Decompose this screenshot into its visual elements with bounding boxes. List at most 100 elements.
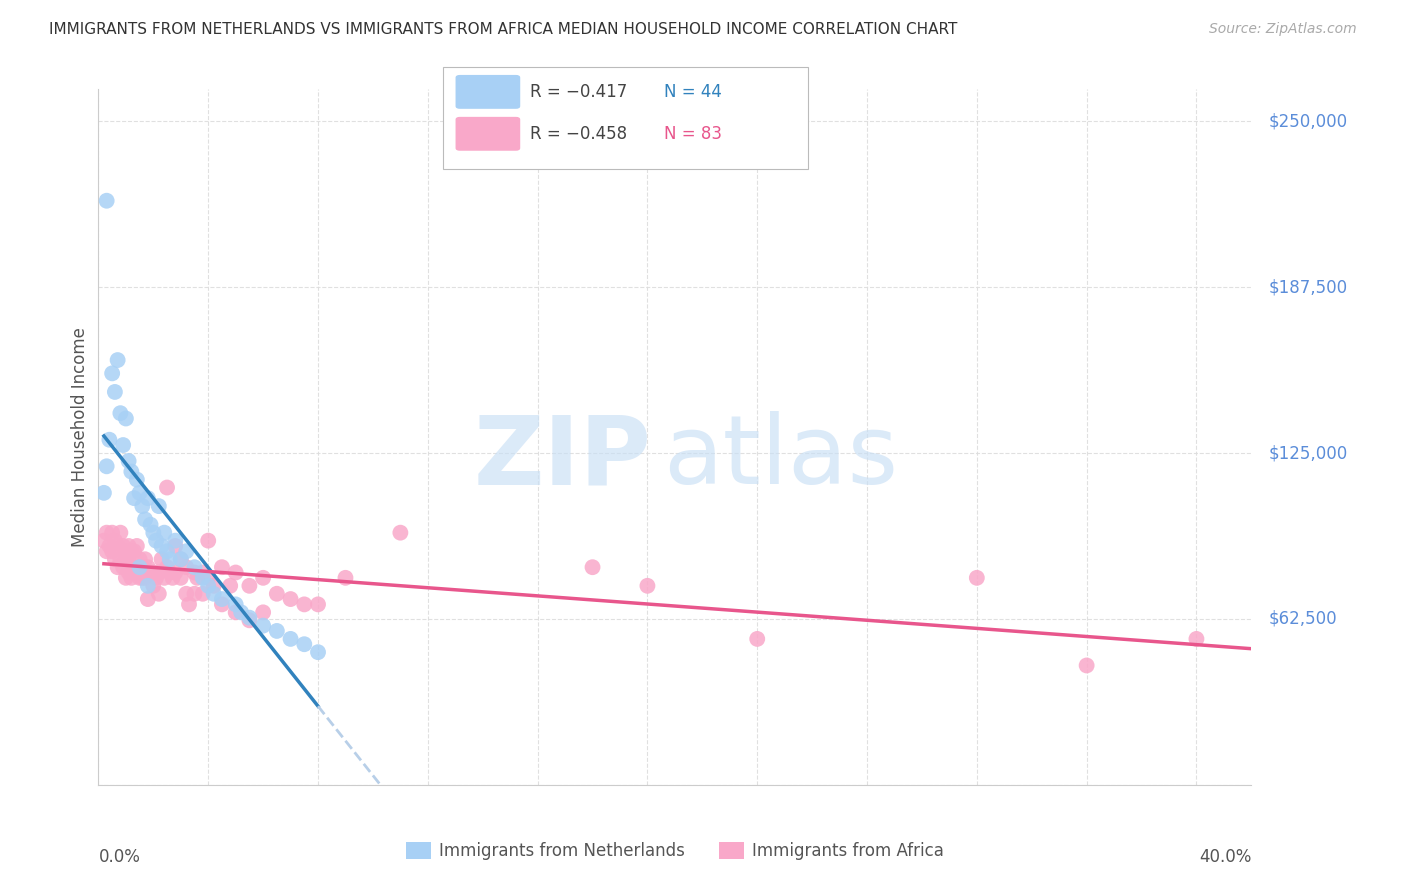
Point [165,539,187,553]
Point [136,491,159,505]
Point [1185,632,1208,646]
Point [101,544,124,558]
Point [122,544,145,558]
Point [93,533,115,548]
Point [186,571,208,585]
Point [112,438,135,452]
Text: N = 44: N = 44 [664,83,721,101]
Point [1076,658,1098,673]
Point [292,637,315,651]
Point [211,592,233,607]
Point [148,499,170,513]
Point [202,587,225,601]
Point [177,598,200,612]
Legend: Immigrants from Netherlands, Immigrants from Africa: Immigrants from Netherlands, Immigrants … [399,836,950,867]
Text: 40.0%: 40.0% [1199,847,1251,865]
Point [225,605,247,619]
Point [93,486,115,500]
Point [165,533,187,548]
Point [134,552,156,566]
Point [202,579,225,593]
Point [96,544,118,558]
Text: N = 83: N = 83 [664,125,721,143]
Point [107,539,129,553]
Point [107,353,129,368]
Point [581,560,603,574]
Point [335,571,357,585]
Y-axis label: Median Household Income: Median Household Income [70,327,89,547]
Point [183,566,205,580]
Point [211,560,233,574]
Point [183,587,205,601]
Point [128,560,150,574]
Point [153,571,176,585]
Point [128,571,150,585]
Point [134,571,156,585]
Point [96,459,118,474]
Point [98,433,121,447]
Point [150,539,173,553]
Point [98,539,121,553]
Point [101,525,124,540]
Point [150,552,173,566]
Point [170,552,193,566]
Text: $187,500: $187,500 [1268,278,1348,296]
Point [197,571,219,585]
Point [115,552,138,566]
Point [107,560,129,574]
Point [96,525,118,540]
Point [142,525,165,540]
Point [252,605,274,619]
Point [112,539,135,553]
Point [225,598,247,612]
Point [120,571,142,585]
Point [183,560,205,574]
Point [159,552,181,566]
Point [120,544,142,558]
Point [139,517,162,532]
Point [231,605,253,619]
Point [266,624,288,638]
Point [117,539,139,553]
Point [389,525,412,540]
Point [266,587,288,601]
Point [156,544,179,558]
Point [125,560,148,574]
Text: atlas: atlas [664,411,898,505]
Point [148,566,170,580]
Point [197,579,219,593]
Point [104,533,127,548]
Point [211,598,233,612]
Text: $62,500: $62,500 [1268,610,1337,628]
Point [142,579,165,593]
Text: R = −0.458: R = −0.458 [530,125,643,143]
Point [145,533,167,548]
Point [112,560,135,574]
Point [110,552,132,566]
Point [96,194,118,208]
Point [136,560,159,574]
Point [115,571,138,585]
Point [142,566,165,580]
Point [165,566,187,580]
Point [110,406,132,420]
Point [238,579,260,593]
Point [191,587,214,601]
Point [174,560,197,574]
Point [136,579,159,593]
Point [174,587,197,601]
Point [122,491,145,505]
Text: R = −0.417: R = −0.417 [530,83,643,101]
Point [131,499,153,513]
Point [238,610,260,624]
Point [104,384,127,399]
Text: $125,000: $125,000 [1268,444,1348,462]
Point [122,566,145,580]
Point [292,598,315,612]
Point [148,587,170,601]
Point [125,539,148,553]
Point [134,512,156,526]
Point [238,613,260,627]
Point [115,411,138,425]
Point [156,560,179,574]
